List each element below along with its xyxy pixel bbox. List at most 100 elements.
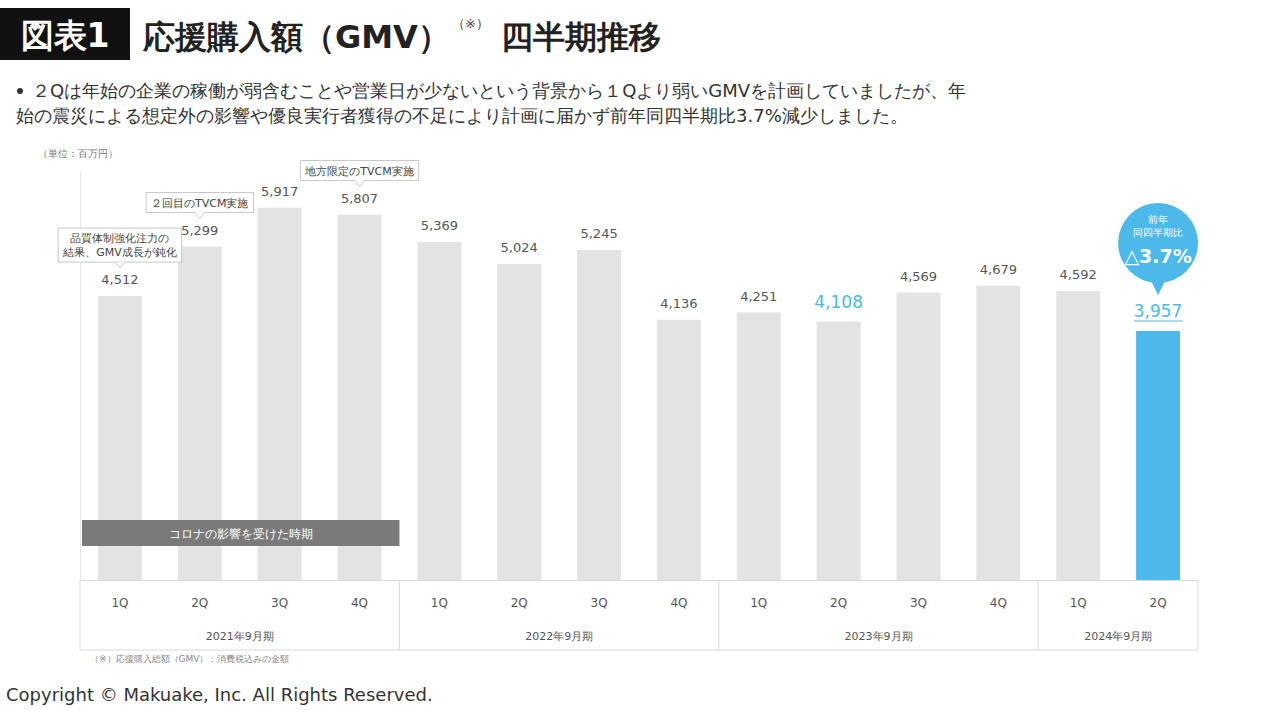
x-tick-label: 1Q: [431, 596, 448, 610]
group-label: 2023年9月期: [845, 630, 913, 643]
bar: [737, 313, 781, 580]
period-band-label: コロナの影響を受けた時期: [169, 527, 313, 541]
x-tick-label: 2Q: [1150, 596, 1167, 610]
callout: 前年同四半期比 △3.7%: [1118, 203, 1198, 295]
data-label-underline: [1134, 320, 1183, 321]
table-line: [1038, 580, 1039, 650]
group-label: 2024年9月期: [1084, 630, 1152, 643]
data-label: 4,592: [1060, 267, 1097, 282]
x-tick-label: 2Q: [191, 596, 208, 610]
x-tick-label: 1Q: [750, 596, 767, 610]
annotation: 地方限定のTVCM実施: [300, 161, 418, 187]
group-label: 2021年9月期: [206, 630, 274, 643]
subtitle: 始の震災による想定外の影響や優良実行者獲得の不足により計画に届かず前年同四半期比…: [16, 105, 908, 126]
annotation-box: [58, 228, 182, 262]
group-label: 2022年9月期: [525, 630, 593, 643]
annotation-pointer: [195, 213, 205, 219]
x-axis: 1Q 2Q 3Q 4Q 1Q 2Q 3Q 4Q 1Q 2Q 3Q 4Q 1Q 2Q: [81, 580, 1199, 610]
annotation: 品質体制強化注力の結果、GMV成長が鈍化: [58, 228, 182, 268]
x-tick: 2Q: [191, 580, 208, 610]
annotation-pointer-cover: [355, 180, 364, 181]
x-tick: 1Q: [1070, 580, 1087, 610]
callout-bubble: [1118, 203, 1198, 283]
x-tick: 3Q: [910, 580, 927, 610]
annotation-pointer-cover: [115, 261, 124, 262]
data-label: 5,299: [181, 223, 218, 238]
data-label: 5,024: [501, 240, 538, 255]
annotation-box: [300, 161, 418, 181]
x-tick: 1Q: [750, 580, 767, 610]
chart: 図表1 応援購入額（GMV）（※） 四半期推移 ２Qは年始の企業の稼働が弱含むことや営…: [0, 0, 1280, 710]
copyright: Copyright © Makuake, Inc. All Rights Res…: [6, 684, 433, 705]
table-line: [718, 580, 719, 650]
x-tick: 3Q: [271, 580, 288, 610]
x-tick: 3Q: [591, 580, 608, 610]
x-tick-label: 4Q: [351, 596, 368, 610]
x-tick: 4Q: [990, 580, 1007, 610]
x-tick-label: 1Q: [1070, 596, 1087, 610]
callout-text: 前年: [1148, 214, 1168, 225]
annotation-box: [146, 193, 253, 213]
data-label: 4,136: [660, 296, 697, 311]
callout-value: △3.7%: [1124, 245, 1191, 267]
bar: [817, 322, 861, 580]
x-tick-label: 3Q: [910, 596, 927, 610]
x-tick: 1Q: [431, 580, 448, 610]
callout-text: 同四半期比: [1133, 227, 1183, 238]
title-badge-text: 図表1: [21, 16, 110, 55]
title-suffix: 四半期推移: [501, 18, 661, 56]
x-tick: 2Q: [1150, 580, 1167, 610]
bar: [1056, 291, 1100, 580]
x-groups: 2021年9月期 2022年9月期 2023年9月期 2024年9月期: [80, 580, 1198, 650]
data-label: 5,807: [341, 191, 378, 206]
data-label: 3,957: [1134, 301, 1183, 321]
subtitle: ２Qは年始の企業の稼働が弱含むことや営業日が少ないという背景から１Qより弱いGM…: [32, 80, 966, 101]
data-label: 5,245: [580, 226, 617, 241]
annotation-pointer: [115, 262, 125, 268]
period-band: [82, 520, 399, 546]
bar: [976, 286, 1020, 580]
table-line: [80, 580, 81, 650]
annotation-text: 地方限定のTVCM実施: [304, 165, 413, 178]
x-tick-label: 1Q: [111, 596, 128, 610]
title: 応援購入額（GMV）: [142, 18, 450, 56]
table-line: [1198, 580, 1199, 650]
annotation: ２回目のTVCM実施: [146, 193, 253, 219]
bar: [657, 320, 701, 580]
x-tick: 2Q: [830, 580, 847, 610]
annotation-text: ２回目のTVCM実施: [151, 197, 248, 210]
bar: [577, 250, 621, 580]
x-tick-label: 2Q: [830, 596, 847, 610]
table-line: [80, 650, 1198, 651]
x-tick-label: 2Q: [511, 596, 528, 610]
annotation-text: 品質体制強化注力の: [70, 232, 169, 245]
bar: [497, 264, 541, 580]
data-labels: 4,512 5,299 5,917 5,807 5,369 5,024 5,245 4,136…: [101, 184, 1182, 321]
annotations: 品質体制強化注力の結果、GMV成長が鈍化 ２回目のTVCM実施 地方限定のTVCM実…: [58, 161, 419, 268]
annotation-pointer: [355, 181, 365, 187]
x-tick: 4Q: [670, 580, 687, 610]
x-axis-line: [81, 580, 1199, 581]
data-label: 4,512: [101, 272, 138, 287]
data-label: 4,251: [740, 289, 777, 304]
unit-label: （単位：百万円）: [38, 148, 118, 159]
bar: [417, 242, 461, 580]
footnote: （※）応援購入総額（GMV）：消費税込みの金額: [90, 654, 289, 664]
data-label: 4,569: [900, 269, 937, 284]
title-badge: [0, 8, 130, 60]
x-tick-label: 4Q: [990, 596, 1007, 610]
x-tick-label: 3Q: [591, 596, 608, 610]
annotation-pointer-cover: [195, 212, 204, 213]
title-note: （※）: [452, 16, 489, 31]
data-label: 5,369: [421, 218, 458, 233]
data-label: 4,108: [814, 292, 863, 312]
annotation-text: 結果、GMV成長が鈍化: [62, 246, 177, 259]
bullet: [17, 88, 23, 94]
table-line: [399, 580, 400, 650]
x-tick: 1Q: [111, 580, 128, 610]
x-tick-label: 4Q: [670, 596, 687, 610]
data-label: 5,917: [261, 184, 298, 199]
x-tick: 4Q: [351, 580, 368, 610]
x-tick-label: 3Q: [271, 596, 288, 610]
bar: [897, 293, 941, 580]
